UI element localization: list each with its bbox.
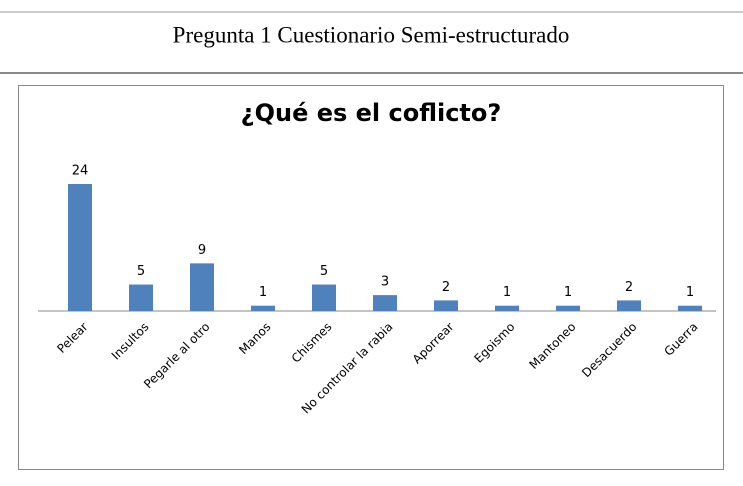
bar [190, 263, 214, 311]
bar [678, 305, 702, 311]
heading: Pregunta 1 Cuestionario Semi-estructurad… [173, 22, 570, 47]
chart-frame [18, 85, 724, 470]
bar [68, 184, 92, 311]
bar [129, 284, 153, 311]
data-label: 24 [72, 164, 89, 179]
data-label: 5 [320, 264, 328, 279]
bar [251, 305, 275, 311]
bar [495, 305, 519, 311]
bar [556, 305, 580, 311]
bar [434, 300, 458, 311]
chart-title: ¿Qué es el coflicto? [241, 99, 502, 127]
data-label: 5 [137, 264, 145, 279]
data-label: 2 [442, 280, 450, 295]
data-label: 9 [198, 243, 206, 258]
data-label: 3 [381, 275, 389, 290]
bar [373, 295, 397, 311]
data-label: 1 [503, 285, 511, 300]
data-label: 1 [564, 285, 572, 300]
bar [312, 284, 336, 311]
data-label: 1 [686, 285, 694, 300]
data-label: 2 [625, 280, 633, 295]
data-label: 1 [259, 285, 267, 300]
bar [617, 300, 641, 311]
